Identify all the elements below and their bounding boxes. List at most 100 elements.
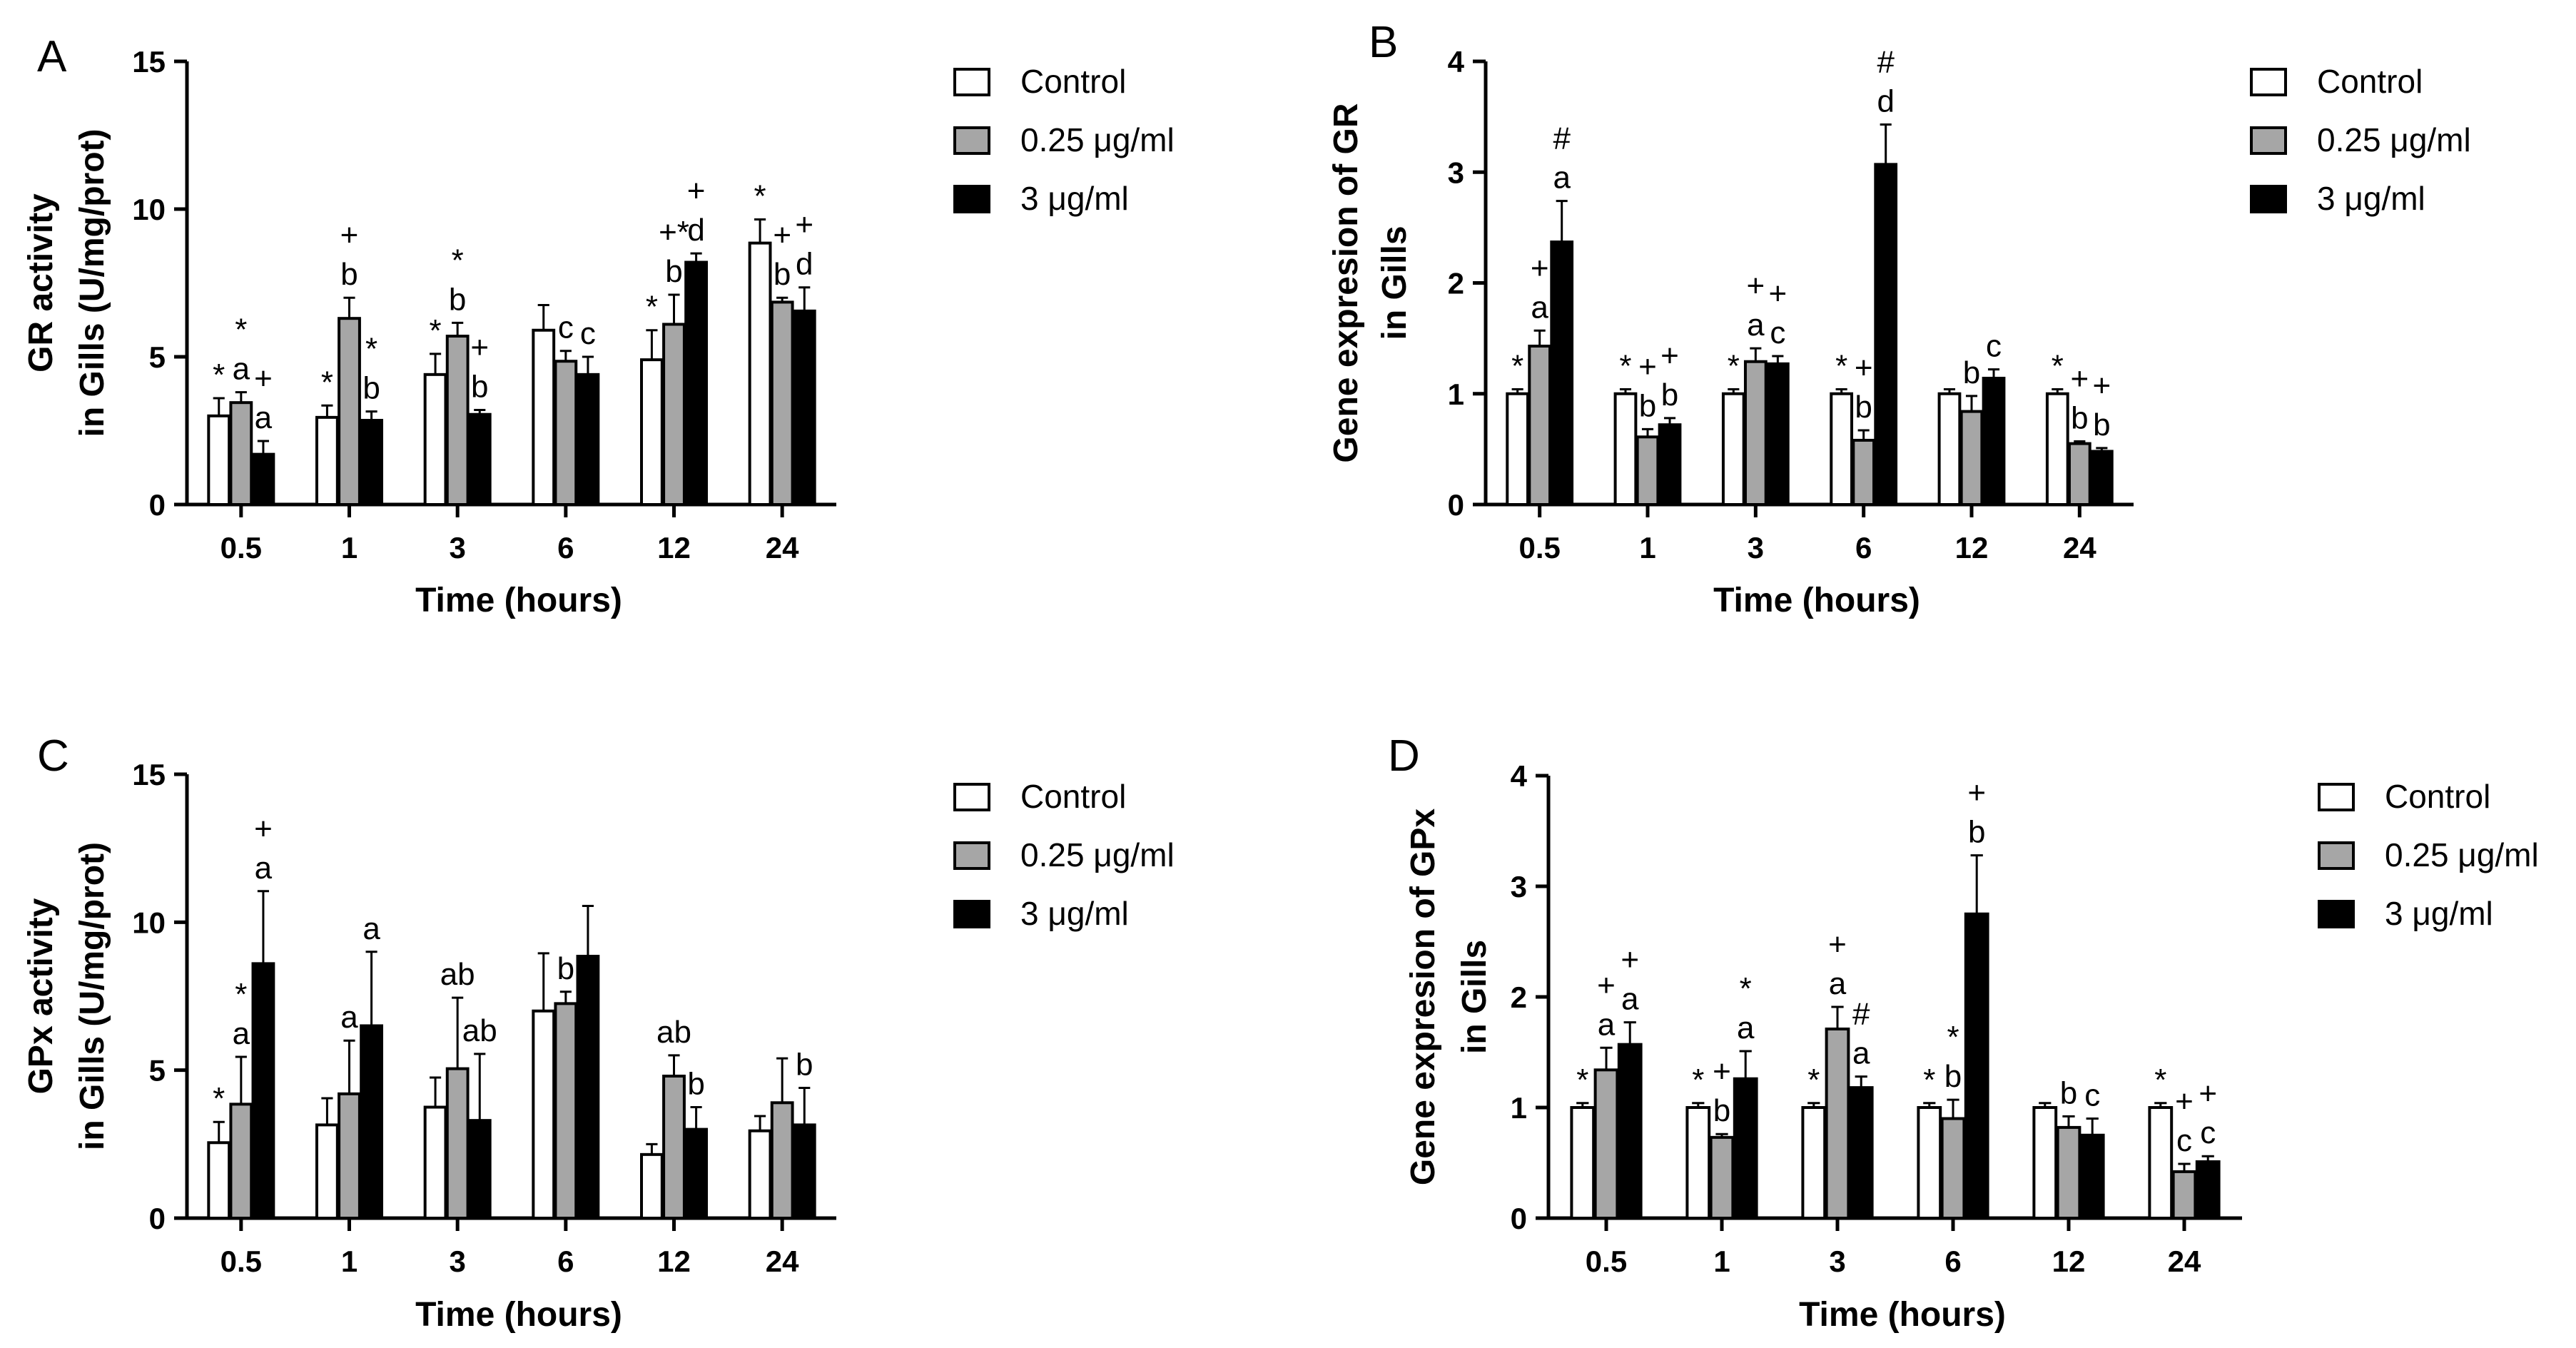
bar-d-1-s1: [1709, 1135, 1735, 1220]
significance-label: +: [1638, 349, 1657, 384]
significance-label: +*: [659, 215, 689, 250]
significance-label: +: [1828, 927, 1847, 962]
y-tick-label: 15: [132, 758, 166, 791]
x-tick-label: 12: [2052, 1245, 2086, 1278]
x-tick-label: 12: [657, 1245, 691, 1278]
x-tick-label: 24: [2168, 1245, 2201, 1278]
x-tick-label: 3: [1748, 531, 1764, 564]
bar-a-24-s1: [770, 300, 794, 506]
x-tick-label: 6: [1944, 1245, 1961, 1278]
bar-d-3-s2: [1848, 1086, 1874, 1220]
bar-a-24-s2: [792, 309, 816, 506]
bar-b-6-s0: [1830, 392, 1854, 506]
significance-label: b: [340, 257, 358, 292]
y-tick-label: 1: [1511, 1091, 1527, 1125]
significance-label: +: [254, 361, 273, 396]
significance-label: +: [1621, 943, 1639, 978]
x-tick-label: 24: [766, 1245, 799, 1278]
bar-c-3-s1: [445, 1067, 470, 1220]
bar-b-12-s2: [1982, 377, 2006, 507]
legend-label: 3 μg/ml: [2385, 895, 2493, 932]
bar-c-0.5-s2: [251, 962, 275, 1220]
bar-d-3-s0: [1801, 1106, 1827, 1220]
bar-d-6-s0: [1917, 1106, 1942, 1220]
significance-label: ab: [440, 957, 475, 992]
x-tick-label: 6: [557, 1245, 574, 1278]
significance-label: +: [1769, 276, 1788, 311]
significance-label: b: [1661, 377, 1678, 412]
x-tick-label: 0.5: [220, 531, 262, 564]
significance-label: +: [2093, 368, 2111, 403]
y-tick-label: 4: [1511, 759, 1528, 793]
significance-label: d: [687, 213, 704, 248]
significance-label: *: [1511, 349, 1523, 384]
x-tick-label: 24: [2063, 531, 2096, 564]
bar-c-6-s1: [554, 1002, 578, 1220]
bar-d-0.5-s2: [1617, 1043, 1643, 1220]
bar-c-1-s0: [315, 1123, 339, 1220]
bar-c-0.5-s1: [229, 1103, 253, 1220]
y-tick-label: 0: [1511, 1202, 1527, 1235]
significance-label: *: [1740, 971, 1752, 1006]
significance-label: b: [796, 1048, 813, 1083]
y-tick-label: 4: [1448, 45, 1465, 78]
panel-letter: C: [37, 731, 69, 781]
bar-b-1-s2: [1658, 423, 1682, 506]
significance-label: *: [1923, 1063, 1935, 1098]
significance-label: a: [1553, 161, 1571, 196]
bar-a-6-s1: [554, 360, 578, 506]
x-tick-label: 12: [1955, 531, 1989, 564]
legend-label: 0.25 μg/ml: [1020, 121, 1175, 158]
legend-swatch: [953, 783, 990, 811]
x-tick-label: 3: [449, 531, 465, 564]
y-axis-title: GR activity: [22, 193, 60, 373]
significance-label: a: [1852, 1036, 1870, 1071]
significance-label: #: [1852, 997, 1870, 1032]
bar-b-24-s1: [2067, 442, 2091, 506]
significance-label: *: [754, 178, 766, 213]
significance-label: *: [1692, 1063, 1704, 1098]
significance-label: b: [774, 257, 791, 292]
significance-label: *: [235, 313, 247, 348]
bar-d-12-s1: [2056, 1125, 2081, 1220]
x-tick-label: 6: [1855, 531, 1872, 564]
significance-label: b: [449, 282, 466, 317]
bar-c-0.5-s0: [207, 1141, 231, 1220]
panel-c: C 0 5 10 15 GPx activity in Gills (U/mg/prot) T…: [22, 731, 1175, 1334]
panel-letter: D: [1388, 731, 1420, 781]
bar-c-3-s0: [423, 1105, 447, 1220]
significance-label: +: [2199, 1076, 2217, 1111]
y-axis-title: in Gills: [1376, 225, 1414, 340]
significance-label: a: [1598, 1007, 1616, 1042]
significance-label: +: [340, 218, 359, 253]
bar-c-1-s2: [360, 1024, 383, 1220]
bar-d-1-s0: [1685, 1106, 1711, 1220]
y-tick-label: 2: [1448, 267, 1464, 300]
x-axis-title: Time (hours): [415, 1296, 622, 1334]
significance-label: c: [1770, 315, 1785, 350]
y-tick-label: 10: [132, 193, 166, 226]
legend-swatch: [2318, 783, 2355, 811]
bar-c-12-s0: [640, 1152, 664, 1220]
legend-label: Control: [1020, 63, 1126, 100]
x-tick-label: 1: [341, 1245, 358, 1278]
significance-label: *: [2052, 349, 2064, 384]
bar-c-3-s2: [467, 1119, 492, 1220]
y-tick-label: 0: [149, 1202, 166, 1235]
bar-b-1-s1: [1636, 435, 1660, 506]
y-tick-label: 15: [132, 45, 166, 78]
significance-label: d: [796, 247, 813, 282]
significance-label: b: [665, 254, 682, 289]
significance-label: b: [2071, 401, 2088, 436]
significance-label: *: [213, 1081, 225, 1116]
y-axis-title: Gene expresion of GR: [1327, 103, 1365, 462]
significance-label: a: [233, 1016, 250, 1051]
bar-b-1-s0: [1613, 392, 1638, 506]
x-tick-label: 12: [657, 531, 691, 564]
bar-d-24-s1: [2171, 1170, 2197, 1220]
significance-label: *: [1835, 349, 1847, 384]
legend-label: Control: [1020, 778, 1126, 815]
significance-label: +: [1746, 268, 1765, 303]
legend-label: 3 μg/ml: [2317, 180, 2425, 217]
